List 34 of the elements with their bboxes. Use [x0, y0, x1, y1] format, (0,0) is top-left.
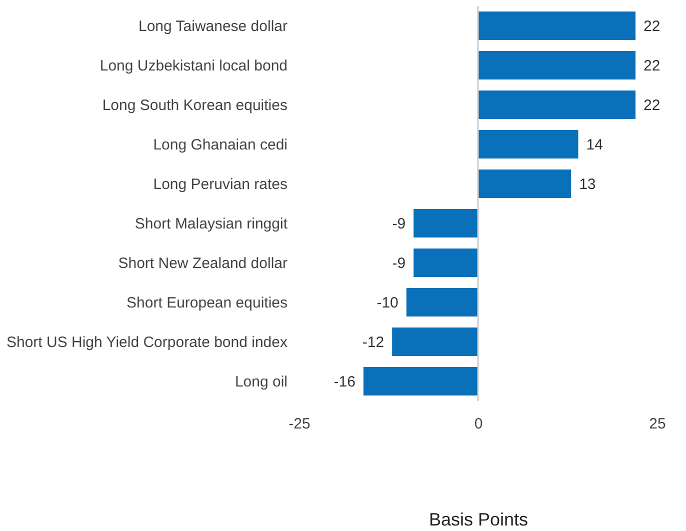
- bar: [478, 90, 636, 119]
- data-label: 13: [579, 176, 596, 193]
- bar: [414, 209, 478, 238]
- x-axis-title: Basis Points: [428, 510, 528, 530]
- bar: [414, 248, 478, 277]
- y-tick-label: Long Uzbekistani local bond: [100, 57, 288, 74]
- data-label: -10: [376, 294, 398, 312]
- data-label: 22: [644, 96, 660, 114]
- data-label: -9: [392, 254, 406, 272]
- bar: [478, 51, 636, 80]
- y-tick-label: Long South Korean equities: [102, 96, 288, 114]
- x-tick-label: -25: [288, 416, 310, 432]
- bar: [478, 170, 572, 198]
- y-tick-label: Short Malaysian ringgit: [134, 215, 288, 232]
- y-tick-label: Long Ghanaian cedi: [153, 136, 288, 154]
- x-tick-label: 25: [649, 416, 666, 432]
- data-label: -9: [392, 215, 406, 232]
- data-label: 22: [644, 57, 660, 74]
- bar: [392, 328, 478, 356]
- y-tick-label: Short European equities: [126, 294, 288, 312]
- data-label: 22: [644, 18, 660, 35]
- y-tick-label: Long Peruvian rates: [153, 176, 288, 193]
- data-label: -12: [362, 334, 384, 351]
- bar: [478, 12, 636, 40]
- data-label: -16: [334, 373, 356, 390]
- x-tick-label: 0: [474, 416, 483, 432]
- y-tick-label: Long oil: [234, 373, 288, 390]
- y-tick-label: Short New Zealand dollar: [118, 254, 288, 272]
- y-tick-label: Long Taiwanese dollar: [138, 18, 288, 35]
- y-tick-label: Short US High Yield Corporate bond index: [6, 334, 288, 351]
- bar: [478, 130, 578, 158]
- bar: [363, 367, 478, 396]
- bar: [406, 288, 478, 316]
- data-label: 14: [586, 136, 603, 154]
